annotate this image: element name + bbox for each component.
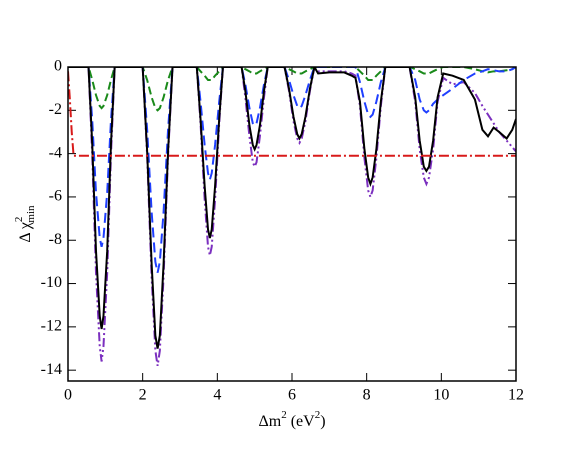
x-axis-label-part: 2 xyxy=(315,409,321,421)
y-tick-label: -12 xyxy=(41,318,62,335)
y-axis-label: Δ χ2min xyxy=(13,205,37,243)
y-tick-label: -2 xyxy=(49,101,62,118)
y-tick-label: -10 xyxy=(41,274,62,291)
y-axis-label-part: 2 xyxy=(13,217,25,223)
x-axis-label-part: (eV xyxy=(287,413,315,430)
y-tick-label: -8 xyxy=(49,231,62,248)
x-tick-label: 8 xyxy=(363,387,371,404)
x-axis-label: Δm2 (eV2) xyxy=(258,409,325,430)
x-axis-label-part: 2 xyxy=(281,409,287,421)
series-line xyxy=(68,71,516,157)
x-tick-label: 6 xyxy=(288,387,296,404)
y-axis-label-part: Δ χ xyxy=(17,221,34,242)
series-line xyxy=(68,67,516,273)
x-axis-label-part: ) xyxy=(320,413,325,430)
x-axis-label-part: Δm xyxy=(258,413,281,430)
y-tick-label: -6 xyxy=(49,188,62,205)
x-tick-label: 2 xyxy=(139,387,147,404)
x-tick-label: 0 xyxy=(64,387,72,404)
y-axis-label-part: min xyxy=(25,205,37,223)
y-tick-label: 0 xyxy=(54,58,62,75)
x-tick-label: 10 xyxy=(433,387,449,404)
x-tick-label: 12 xyxy=(508,387,524,404)
series-line xyxy=(68,67,516,349)
y-tick-label: -14 xyxy=(41,361,62,378)
x-tick-label: 4 xyxy=(213,387,221,404)
series-line xyxy=(68,67,516,366)
plot-frame xyxy=(67,66,517,382)
y-tick-label: -4 xyxy=(49,144,62,161)
